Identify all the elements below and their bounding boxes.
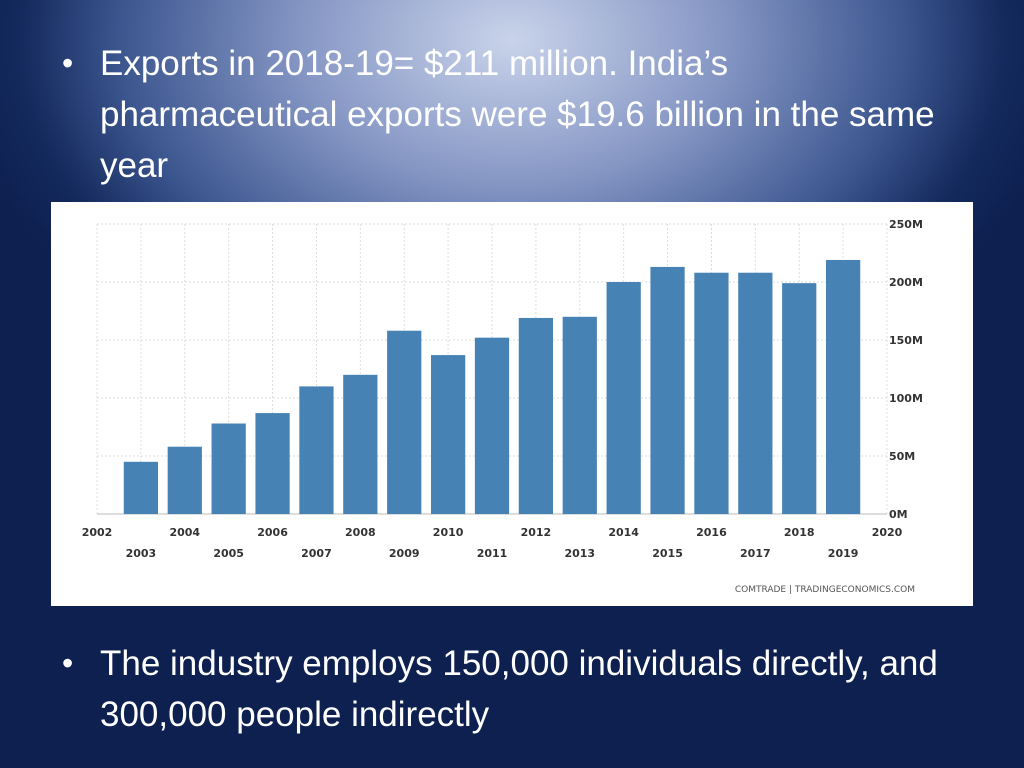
bar-2011 [474, 337, 510, 514]
bar-2005 [211, 423, 246, 514]
bar-2007 [299, 386, 334, 514]
x-tick-label: 2003 [126, 547, 157, 560]
x-tick-label: 2009 [389, 547, 420, 560]
x-tick-label: 2014 [608, 526, 639, 539]
bar-2003 [123, 461, 159, 514]
x-tick-label: 2011 [477, 547, 508, 560]
x-tick-label: 2010 [433, 526, 464, 539]
bar-2014 [606, 282, 641, 514]
bullet-text-employment: The industry employs 150,000 individuals… [100, 644, 938, 734]
y-tick-label: 200M [889, 276, 923, 289]
x-tick-label: 2005 [213, 547, 244, 560]
bar-2010 [430, 355, 466, 514]
bar-2018 [782, 283, 817, 514]
x-tick-label: 2002 [82, 526, 113, 539]
bar-2013 [562, 316, 597, 514]
bullet-marker: • [62, 45, 74, 81]
bullet-exports: • Exports in 2018-19= $211 million. Indi… [62, 38, 962, 191]
x-tick-label: 2016 [696, 526, 727, 539]
bar-2009 [387, 330, 422, 514]
bar-2008 [343, 374, 378, 514]
x-tick-label: 2017 [740, 547, 771, 560]
exports-chart: 0M 50M 100M 150M 200M 250M 2002 2004 2006 2008 201… [51, 202, 973, 606]
bar-2016 [694, 272, 729, 514]
bullet-employment: • The industry employs 150,000 individua… [62, 638, 962, 740]
x-tick-label: 2004 [169, 526, 200, 539]
x-tick-label: 2012 [521, 526, 552, 539]
x-tick-label: 2007 [301, 547, 332, 560]
bar-2012 [518, 317, 554, 514]
x-tick-label: 2006 [257, 526, 288, 539]
bullet-text-exports: Exports in 2018-19= $211 million. India’… [100, 44, 935, 185]
x-tick-label: 2013 [564, 547, 595, 560]
bullet-marker: • [62, 645, 74, 681]
x-tick-label: 2020 [872, 526, 903, 539]
y-tick-label: 250M [889, 218, 923, 231]
bar-2017 [738, 272, 773, 514]
y-tick-label: 150M [889, 334, 923, 347]
x-tick-label: 2019 [828, 547, 859, 560]
bar-2006 [255, 413, 290, 514]
y-tick-label: 0M [889, 508, 908, 521]
chart-source: COMTRADE | TRADINGECONOMICS.COM [735, 585, 915, 595]
x-tick-label: 2008 [345, 526, 376, 539]
x-tick-label: 2015 [652, 547, 683, 560]
bar-2004 [167, 446, 202, 514]
bar-2019 [825, 259, 861, 514]
y-tick-label: 50M [889, 450, 915, 463]
bar-chart-svg: 0M 50M 100M 150M 200M 250M 2002 2004 2006 2008 201… [82, 218, 923, 595]
y-tick-label: 100M [889, 392, 923, 405]
x-tick-label: 2018 [784, 526, 815, 539]
bar-2015 [650, 266, 685, 514]
